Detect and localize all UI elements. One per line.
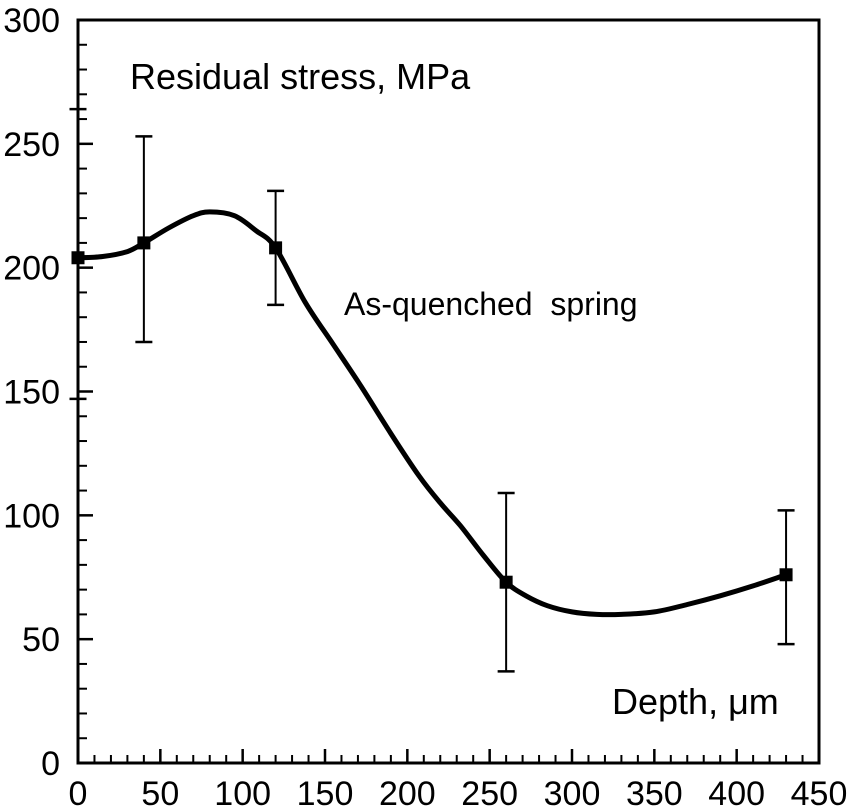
x-tick-label: 0 — [69, 775, 88, 808]
y-axis-title: Residual stress, MPa — [130, 56, 471, 97]
data-point-marker — [71, 251, 85, 265]
data-point-marker — [137, 236, 151, 250]
y-tick-label: 200 — [3, 250, 60, 288]
data-point-marker — [779, 568, 793, 582]
y-tick-label: 250 — [3, 126, 60, 164]
plot-border — [76, 18, 821, 765]
series-label: As-quenched spring — [344, 286, 638, 322]
data-point-marker — [269, 241, 283, 255]
x-tick-label: 400 — [708, 775, 765, 808]
x-axis-title: Depth, μm — [612, 681, 779, 722]
plot-layer — [69, 18, 821, 765]
x-tick-label: 50 — [141, 775, 179, 808]
y-tick-label: 0 — [41, 745, 60, 783]
y-tick-label: 150 — [3, 374, 60, 412]
x-tick-label: 200 — [379, 775, 436, 808]
x-tick-label: 350 — [626, 775, 683, 808]
x-tick-label: 300 — [544, 775, 601, 808]
series-curve — [75, 209, 789, 618]
data-point-marker — [499, 575, 513, 589]
x-tick-label: 450 — [791, 775, 848, 808]
y-tick-label: 100 — [3, 497, 60, 535]
axis-ticks-layer — [76, 18, 821, 765]
x-tick-label: 150 — [297, 775, 354, 808]
y-tick-label: 300 — [3, 2, 60, 40]
tick-labels-layer: 0 50 100 150 200 250 300 350 400 450 0 50 100 150 200 2… — [3, 2, 847, 808]
x-tick-label: 250 — [461, 775, 518, 808]
x-tick-label: 100 — [214, 775, 271, 808]
y-tick-label: 50 — [22, 621, 60, 659]
